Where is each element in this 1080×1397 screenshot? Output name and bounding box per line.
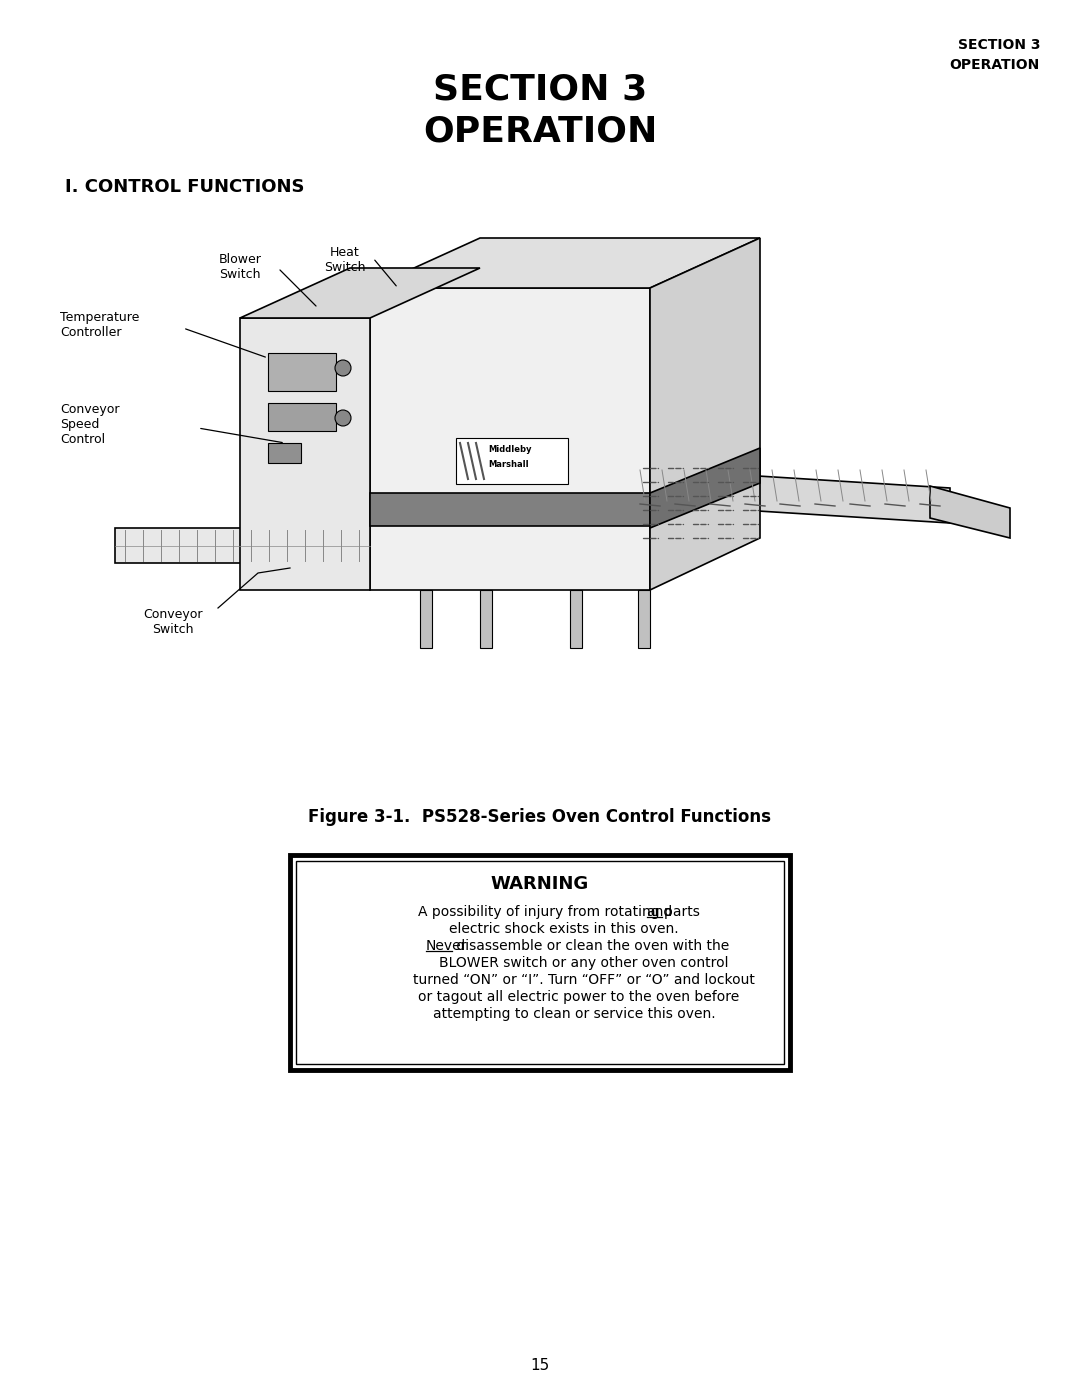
Text: Blower
Switch: Blower Switch: [218, 253, 261, 281]
Polygon shape: [240, 268, 480, 319]
Text: A possibility of injury from rotating parts: A possibility of injury from rotating pa…: [418, 905, 704, 919]
Bar: [370, 493, 650, 527]
Text: OPERATION: OPERATION: [949, 59, 1040, 73]
Text: disassemble or clean the oven with the: disassemble or clean the oven with the: [451, 939, 729, 953]
Bar: [456, 439, 568, 483]
Text: OPERATION: OPERATION: [422, 115, 658, 149]
Polygon shape: [240, 319, 370, 590]
Text: turned “ON” or “I”. Turn “OFF” or “O” and lockout: turned “ON” or “I”. Turn “OFF” or “O” an…: [413, 972, 755, 988]
Polygon shape: [370, 237, 760, 288]
Bar: [268, 443, 301, 462]
Bar: [638, 590, 650, 648]
Text: Temperature
Controller: Temperature Controller: [60, 312, 139, 339]
Bar: [420, 590, 432, 648]
Text: 15: 15: [530, 1358, 550, 1373]
Bar: [480, 590, 492, 648]
Text: SECTION 3: SECTION 3: [958, 38, 1040, 52]
Bar: [570, 590, 582, 648]
Circle shape: [335, 409, 351, 426]
Polygon shape: [650, 237, 760, 590]
Circle shape: [335, 360, 351, 376]
Text: attempting to clean or service this oven.: attempting to clean or service this oven…: [433, 1007, 716, 1021]
Polygon shape: [650, 448, 760, 528]
Text: Middleby: Middleby: [488, 446, 531, 454]
Text: WARNING: WARNING: [491, 875, 589, 893]
Text: and: and: [647, 905, 673, 919]
Text: Conveyor
Switch: Conveyor Switch: [144, 608, 203, 636]
Text: or tagout all electric power to the oven before: or tagout all electric power to the oven…: [418, 990, 739, 1004]
Text: Marshall: Marshall: [488, 460, 528, 469]
Polygon shape: [114, 528, 370, 563]
Text: I. CONTROL FUNCTIONS: I. CONTROL FUNCTIONS: [65, 177, 305, 196]
Bar: [291, 855, 789, 1070]
Text: Never: Never: [426, 939, 467, 953]
Text: Heat
Switch: Heat Switch: [324, 246, 366, 274]
Text: Figure 3-1.  PS528-Series Oven Control Functions: Figure 3-1. PS528-Series Oven Control Fu…: [309, 807, 771, 826]
Polygon shape: [370, 288, 650, 590]
Text: BLOWER switch or any other oven control: BLOWER switch or any other oven control: [438, 956, 728, 970]
Text: SECTION 3: SECTION 3: [433, 73, 647, 106]
Polygon shape: [630, 468, 950, 522]
Bar: [296, 861, 784, 1065]
Bar: [268, 353, 336, 391]
Text: Conveyor
Speed
Control: Conveyor Speed Control: [60, 402, 120, 446]
Text: electric shock exists in this oven.: electric shock exists in this oven.: [449, 922, 678, 936]
Bar: [268, 402, 336, 432]
Polygon shape: [930, 486, 1010, 538]
